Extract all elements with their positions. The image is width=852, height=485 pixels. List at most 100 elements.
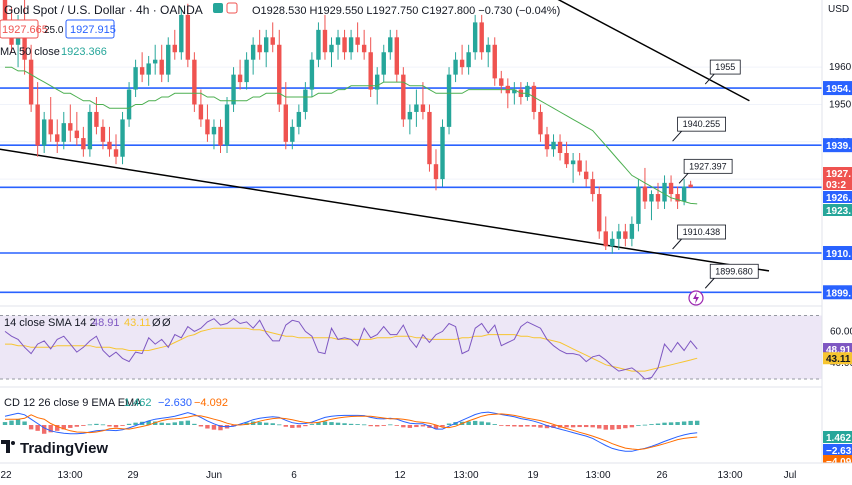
macd-histogram-bar xyxy=(649,424,654,425)
candle xyxy=(179,7,184,60)
candle xyxy=(492,37,497,86)
macd-legend-title: CD 12 26 close 9 EMA EMA xyxy=(4,397,142,409)
macd-histogram-bar xyxy=(544,425,550,429)
macd-histogram-bar xyxy=(87,424,93,426)
macd-histogram-bar xyxy=(113,425,119,428)
candle-body xyxy=(139,67,145,75)
macd-axis-tag xyxy=(823,444,852,456)
level-axis-tag xyxy=(823,246,852,261)
buy-button[interactable] xyxy=(65,19,115,39)
candle xyxy=(662,175,667,209)
macd-histogram-bar xyxy=(668,422,674,425)
macd-histogram-bar xyxy=(61,425,66,430)
candle-body xyxy=(453,59,458,75)
price-tick-label: 1950 xyxy=(829,99,852,110)
candle xyxy=(459,44,465,75)
candle-body xyxy=(329,44,334,53)
macd-histogram-bar xyxy=(479,421,484,425)
candle xyxy=(623,223,628,247)
candle xyxy=(94,97,99,135)
level-callout[interactable]: 1940.255 xyxy=(672,116,726,142)
candle-body xyxy=(668,182,674,195)
candle-body xyxy=(525,85,530,98)
rsi-axis-tag xyxy=(823,343,852,356)
macd-pane[interactable]: CD 12 26 close 9 EMA EMA 1.462 −2.630 −4… xyxy=(2,397,700,452)
macd-histogram-bar xyxy=(342,423,347,425)
trendline[interactable] xyxy=(0,142,770,272)
candle xyxy=(525,82,530,101)
candle xyxy=(407,104,413,135)
price-axis-background xyxy=(822,0,852,463)
rsi-legend-extra-1: Ø xyxy=(152,317,161,329)
macd-histogram-bar xyxy=(655,423,661,425)
ohlc-readout: O1928.530 H1929.550 L1927.750 C1927.800 … xyxy=(252,5,560,17)
macd-histogram-bar xyxy=(133,422,138,425)
candle-body xyxy=(551,141,556,150)
candle-body xyxy=(459,59,465,68)
level-callout[interactable]: 1955 xyxy=(704,59,741,85)
sell-button[interactable] xyxy=(0,19,39,39)
trendline[interactable] xyxy=(554,0,750,102)
candle-body xyxy=(440,126,445,180)
macd-histogram-bar xyxy=(120,425,125,426)
macd-histogram-bar xyxy=(257,422,262,425)
level-callouts[interactable]: 1955 1940.255 1927.397 1910.438 1899.680 xyxy=(672,59,759,289)
candle-body xyxy=(394,37,399,75)
candle xyxy=(348,29,354,60)
macd-histogram-bar xyxy=(499,425,504,426)
macd-histogram-bar xyxy=(688,420,693,425)
candle-body xyxy=(270,37,275,45)
candle-body xyxy=(22,22,27,60)
time-tick-label: 22 xyxy=(0,470,12,481)
level-callout[interactable]: 1927.397 xyxy=(678,158,733,184)
level-callout[interactable]: 1899.680 xyxy=(704,263,759,289)
time-tick-label: Jun xyxy=(206,470,222,481)
macd-histogram-bar xyxy=(433,425,439,430)
candle-body xyxy=(48,119,53,135)
macd-histogram-bar xyxy=(636,425,641,426)
candle xyxy=(309,52,315,98)
level-callout[interactable]: 1910.438 xyxy=(672,224,726,250)
time-axis[interactable]: 2213:0029Jun61213:001913:002613:00Jul13:… xyxy=(0,462,852,485)
lightning-icon[interactable] xyxy=(688,290,704,306)
sma-50-line xyxy=(5,66,698,205)
candle xyxy=(290,119,295,150)
candle xyxy=(649,190,654,221)
candle xyxy=(237,59,243,90)
candle xyxy=(512,82,517,105)
macd-histogram-bar xyxy=(662,422,667,425)
macd-histogram-bar xyxy=(2,422,8,425)
candle xyxy=(41,111,47,153)
rsi-pane[interactable]: 14 close SMA 14 2 48.91 43.11 Ø Ø xyxy=(0,315,822,380)
macd-histogram-bar xyxy=(610,425,615,430)
candle-body xyxy=(407,111,413,120)
candle-body xyxy=(655,194,661,202)
candle-body xyxy=(662,182,667,202)
macd-histogram-bar xyxy=(244,422,249,425)
macd-histogram-bar xyxy=(675,422,680,425)
candle xyxy=(159,44,164,83)
price-pane[interactable]: 1955 1940.255 1927.397 1910.438 1899.680 xyxy=(0,0,822,294)
tradingview-logo[interactable]: TradingView xyxy=(0,437,108,457)
candle xyxy=(466,44,471,75)
macd-histogram-bar xyxy=(583,425,589,428)
trendlines[interactable] xyxy=(0,0,770,272)
candle xyxy=(100,119,106,150)
candle-body xyxy=(381,52,386,75)
candle xyxy=(420,82,426,120)
candle-body xyxy=(538,111,543,135)
level-axis-tag xyxy=(823,81,852,96)
candle-body xyxy=(335,37,341,45)
candle xyxy=(61,111,66,150)
candle xyxy=(577,153,582,176)
candle-body xyxy=(570,160,576,165)
macd-histogram-bar xyxy=(355,424,360,425)
macd-histogram-bar xyxy=(629,425,635,428)
price-axis[interactable]: USD 1930194019501960 1954.1939.1910.1899… xyxy=(821,0,852,468)
macd-histogram-bar xyxy=(41,425,47,434)
callout-box xyxy=(677,116,726,132)
macd-histogram-bar xyxy=(290,425,295,428)
candle-body xyxy=(61,123,66,142)
candle-body xyxy=(642,186,648,202)
